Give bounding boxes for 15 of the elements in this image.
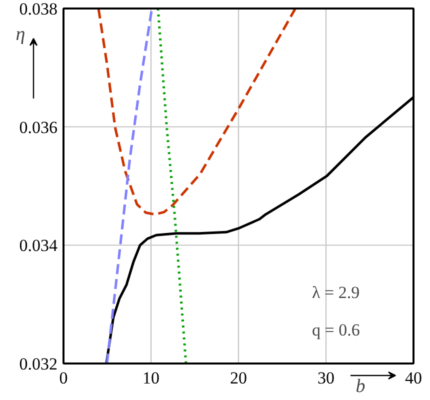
- line-series: [156, 7, 188, 365]
- x-tick-label: 30: [318, 368, 334, 388]
- y-axis-title: η: [16, 24, 26, 45]
- y-tick-label: 0.032: [19, 354, 58, 374]
- line-series: [97, 7, 297, 216]
- x-tick-label: 20: [230, 368, 247, 388]
- x-tick-label: 10: [142, 368, 160, 388]
- y-tick-label: 0.034: [19, 236, 58, 256]
- x-tick-label: 0: [59, 368, 68, 388]
- x-tick-label: 40: [405, 368, 422, 388]
- y-tick-label: 0.036: [19, 118, 58, 137]
- annotation: λ = 2.9: [312, 283, 360, 302]
- x-axis-title: b: [356, 376, 366, 397]
- annotation: q = 0.6: [312, 320, 360, 340]
- y-tick-label: 0.038: [19, 0, 58, 18]
